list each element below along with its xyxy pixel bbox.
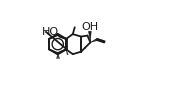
Polygon shape (66, 49, 68, 55)
Polygon shape (88, 31, 91, 42)
Polygon shape (58, 53, 60, 59)
Text: OH: OH (81, 22, 98, 32)
Polygon shape (57, 53, 58, 59)
Text: HO: HO (42, 27, 59, 37)
